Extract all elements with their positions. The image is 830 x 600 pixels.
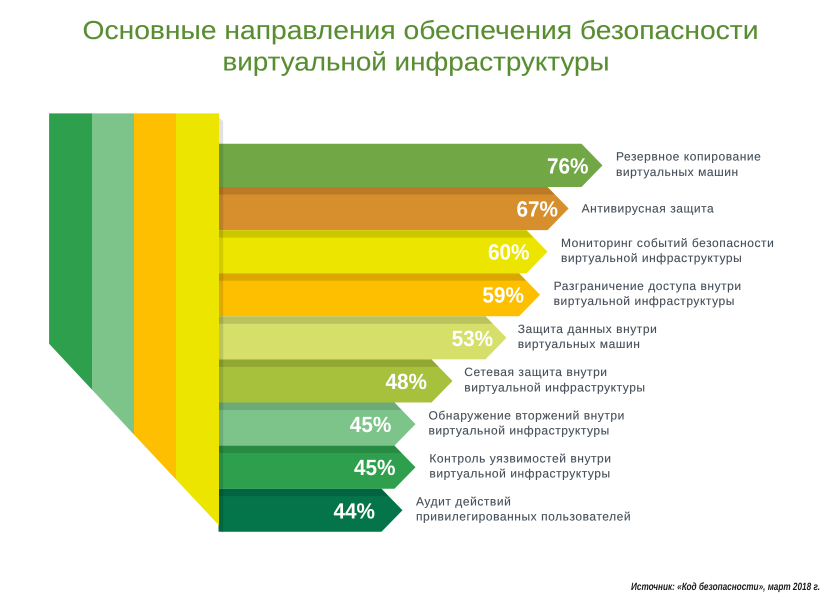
- svg-text:Аудит действий: Аудит действий: [416, 495, 511, 509]
- svg-text:виртуальной инфраструктуры: виртуальной инфраструктуры: [223, 47, 610, 77]
- svg-text:44%: 44%: [334, 498, 376, 523]
- svg-text:45%: 45%: [354, 455, 396, 480]
- svg-text:виртуальных машин: виртуальных машин: [616, 165, 739, 179]
- svg-text:76%: 76%: [547, 153, 589, 178]
- svg-text:67%: 67%: [517, 197, 559, 222]
- svg-text:Контроль уязвимостей внутри: Контроль уязвимостей внутри: [429, 451, 611, 465]
- svg-text:привилегированных пользователе: привилегированных пользователей: [416, 510, 631, 524]
- svg-text:59%: 59%: [482, 283, 524, 308]
- svg-text:Источник: «Код безопасности»,: Источник: «Код безопасности», март 2018 …: [631, 581, 820, 593]
- svg-text:Защита данных внутри: Защита данных внутри: [518, 322, 658, 336]
- svg-text:Резервное копирование: Резервное копирование: [616, 150, 761, 164]
- svg-text:виртуальной инфраструктуры: виртуальной инфраструктуры: [561, 251, 742, 265]
- svg-text:Обнаружение вторжений внутри: Обнаружение вторжений внутри: [429, 408, 625, 422]
- svg-text:48%: 48%: [386, 369, 428, 394]
- svg-text:Антивирусная защита: Антивирусная защита: [582, 201, 715, 215]
- svg-text:Разграничение доступа внутри: Разграничение доступа внутри: [554, 279, 742, 293]
- svg-text:виртуальной инфраструктуры: виртуальной инфраструктуры: [429, 467, 610, 481]
- svg-text:60%: 60%: [488, 240, 530, 265]
- svg-text:виртуальных машин: виртуальных машин: [518, 337, 641, 351]
- svg-text:45%: 45%: [350, 412, 392, 437]
- svg-text:Мониторинг событий безопасност: Мониторинг событий безопасности: [561, 236, 774, 250]
- svg-text:виртуальной инфраструктуры: виртуальной инфраструктуры: [464, 380, 645, 394]
- svg-text:Основные направления обеспечен: Основные направления обеспечения безопас…: [83, 15, 759, 45]
- svg-text:53%: 53%: [452, 326, 494, 351]
- svg-text:виртуальной инфраструктуры: виртуальной инфраструктуры: [429, 424, 610, 438]
- svg-text:виртуальной инфраструктуры: виртуальной инфраструктуры: [554, 294, 735, 308]
- svg-text:Сетевая защита внутри: Сетевая защита внутри: [464, 365, 607, 379]
